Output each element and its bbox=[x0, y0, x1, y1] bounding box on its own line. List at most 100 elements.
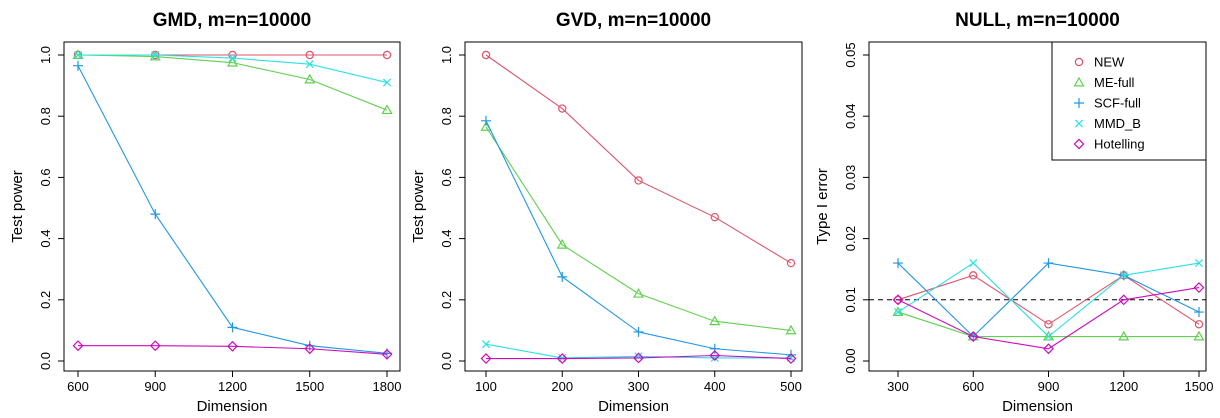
x-tick-label: 1200 bbox=[218, 379, 247, 394]
data-point bbox=[1043, 258, 1054, 269]
y-tick-label: 0.8 bbox=[439, 107, 454, 125]
series-mmd-b bbox=[893, 259, 1204, 341]
legend-marker bbox=[1074, 98, 1084, 108]
series-me-full bbox=[480, 121, 797, 335]
chart-panel-2: GVD, m=n=10000 100 200 300 400 500 Dimension 0.… bbox=[410, 10, 803, 415]
chart-panel-3: NULL, m=n=10000 300 600 900 1200 1500 Dimensio… bbox=[814, 10, 1213, 415]
y-tick-label: 0.0 bbox=[439, 352, 454, 370]
legend-marker bbox=[1074, 57, 1084, 67]
data-point bbox=[149, 50, 161, 61]
y-tick-label: 0.2 bbox=[38, 291, 53, 309]
data-point bbox=[481, 50, 491, 60]
data-point bbox=[1044, 320, 1053, 329]
series-hotelling bbox=[480, 350, 797, 365]
data-point bbox=[557, 271, 568, 282]
series-hotelling bbox=[72, 340, 393, 360]
y-tick-label: 0.01 bbox=[843, 287, 858, 312]
data-point bbox=[634, 176, 643, 185]
data-point bbox=[1194, 307, 1204, 318]
series-line bbox=[77, 54, 388, 111]
data-point bbox=[227, 340, 238, 352]
data-point bbox=[893, 258, 903, 269]
data-point bbox=[381, 104, 393, 115]
plot-frame bbox=[464, 41, 803, 372]
data-point bbox=[969, 259, 978, 268]
data-point bbox=[381, 348, 393, 360]
x-tick-label: 1800 bbox=[373, 379, 402, 394]
y-tick-label: 0.0 bbox=[38, 352, 53, 370]
data-point bbox=[1043, 343, 1054, 355]
x-tick-label: 1500 bbox=[1185, 379, 1214, 394]
x-tick-label: 200 bbox=[551, 379, 573, 394]
data-point bbox=[967, 331, 979, 342]
y-tick-label: 0.6 bbox=[439, 168, 454, 186]
series-line bbox=[77, 65, 388, 354]
x-tick-label: 400 bbox=[704, 379, 726, 394]
data-point bbox=[556, 239, 568, 249]
chart-title: GVD, m=n=10000 bbox=[556, 10, 711, 31]
series-line bbox=[485, 126, 792, 331]
y-tick-label: 0.04 bbox=[843, 104, 858, 129]
data-point bbox=[481, 115, 491, 126]
y-tick-label: 0.00 bbox=[843, 348, 858, 373]
legend-marker bbox=[1073, 76, 1085, 87]
legend-marker bbox=[1073, 138, 1085, 150]
data-point bbox=[893, 308, 903, 317]
series-line bbox=[486, 354, 792, 360]
x-tick-label: 900 bbox=[144, 379, 166, 394]
data-point bbox=[72, 340, 84, 352]
y-tick-label: 0.05 bbox=[843, 42, 858, 67]
data-point bbox=[1194, 320, 1204, 329]
y-tick-label: 0.4 bbox=[439, 230, 454, 248]
data-point bbox=[228, 54, 237, 63]
data-point bbox=[73, 50, 83, 60]
series-line bbox=[897, 274, 1200, 325]
x-tick-label: 300 bbox=[887, 379, 909, 394]
y-tick-label: 0.2 bbox=[439, 291, 454, 309]
legend-label: NEW bbox=[1094, 55, 1125, 70]
series-line bbox=[897, 287, 1200, 350]
series-line bbox=[78, 345, 388, 355]
legend-item-new: NEW bbox=[1074, 55, 1125, 70]
data-point bbox=[786, 258, 796, 268]
data-point bbox=[226, 56, 239, 67]
x-tick-label: 300 bbox=[628, 379, 650, 394]
y-tick-label: 0.6 bbox=[38, 168, 53, 186]
x-axis: 100 200 300 400 500 bbox=[475, 370, 802, 394]
legend-item-hotelling: Hotelling bbox=[1073, 137, 1145, 152]
x-axis: 300 600 900 1200 1500 bbox=[887, 370, 1214, 394]
series-hotelling bbox=[892, 282, 1205, 355]
data-point bbox=[1044, 332, 1053, 341]
legend-marker bbox=[1074, 119, 1084, 128]
y-tick-label: 1.0 bbox=[439, 46, 454, 64]
x-tick-label: 600 bbox=[962, 379, 984, 394]
data-point bbox=[632, 287, 645, 298]
legend-item-me-full: ME-full bbox=[1073, 75, 1135, 90]
data-point bbox=[633, 352, 644, 364]
y-tick-label: 1.0 bbox=[38, 46, 53, 64]
data-point bbox=[480, 353, 492, 365]
x-axis: 600 900 1200 1500 1800 bbox=[67, 370, 402, 394]
y-tick-label: 0.02 bbox=[843, 226, 858, 251]
data-point bbox=[709, 350, 721, 361]
y-axis: 0.0 0.2 0.4 0.6 0.8 1.0 bbox=[38, 46, 65, 370]
data-point bbox=[709, 315, 721, 326]
y-tick-label: 0.8 bbox=[38, 107, 53, 125]
chart-title: GMD, m=n=10000 bbox=[153, 10, 311, 31]
y-tick-label: 0.03 bbox=[843, 165, 858, 190]
data-point bbox=[382, 78, 392, 87]
data-point bbox=[304, 73, 316, 84]
data-point bbox=[785, 353, 797, 365]
series-new bbox=[481, 50, 796, 268]
data-point bbox=[892, 294, 904, 306]
plot-frame bbox=[63, 41, 401, 372]
data-point bbox=[634, 352, 643, 361]
x-axis-label: Dimension bbox=[1002, 398, 1073, 415]
x-tick-label: 1200 bbox=[1109, 379, 1138, 394]
x-tick-label: 100 bbox=[475, 379, 497, 394]
data-point bbox=[72, 49, 84, 59]
series-new bbox=[893, 271, 1204, 329]
x-axis-label: Dimension bbox=[598, 398, 669, 415]
data-point bbox=[1118, 330, 1130, 341]
legend-item-mmd-b: MMD_B bbox=[1074, 116, 1141, 131]
